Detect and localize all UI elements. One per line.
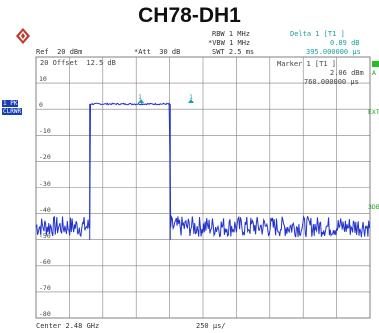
span-per-division: 250 µs/ [196, 322, 226, 330]
delta-marker-number: 1 [189, 93, 193, 101]
delta-marker-icon [188, 99, 194, 103]
delta-value-time: 395.000000 µs [306, 48, 361, 56]
plot-grid [35, 56, 371, 319]
delta-value-db: 0.89 dB [330, 39, 360, 47]
y-tick-label: -80 [39, 310, 51, 318]
rbw-label: RBW 1 MHz [212, 30, 250, 38]
y-tick-label: 0 [39, 101, 43, 110]
right-label-3db: 3DB [368, 203, 379, 211]
trace-mode-badge: 1 PK [2, 100, 19, 107]
chart-title: CH78-DH1 [138, 4, 241, 27]
right-label-a: A [372, 69, 376, 77]
center-frequency: Center 2.48 GHz [36, 322, 100, 330]
y-tick-label: -30 [39, 179, 51, 188]
spectrum-trace [35, 102, 370, 238]
ref-level-label: Ref 20 dBm [36, 48, 83, 56]
vbw-label: *VBW 1 MHz [208, 39, 251, 47]
y-tick-label: -10 [39, 127, 51, 136]
right-label-ext: EXT [368, 108, 379, 116]
y-tick-label: 10 [39, 75, 47, 84]
y-tick-label: -20 [39, 153, 51, 162]
y-tick-label: -50 [39, 231, 51, 240]
swt-label: SWT 2.5 ms [212, 48, 255, 56]
rs-logo-icon [16, 28, 30, 44]
marker-time: 760.000000 µs [304, 78, 359, 86]
offset-label: 20 Offset 12.5 dB [40, 59, 116, 67]
marker-1-icon [138, 99, 144, 103]
y-tick-label: -60 [39, 257, 51, 266]
y-tick-label: -40 [39, 205, 51, 214]
trace-clrwr-badge: CLRWR [2, 108, 23, 115]
attenuation-label: *Att 30 dB [134, 48, 181, 56]
status-indicator [372, 61, 379, 67]
y-tick-label: -70 [39, 283, 51, 292]
marker-1-number: 1 [138, 93, 142, 101]
delta-marker-label: Delta 1 [T1 ] [290, 30, 345, 38]
marker-level: 2.06 dBm [330, 69, 364, 77]
marker-label: Marker 1 [T1 ] [277, 60, 337, 68]
